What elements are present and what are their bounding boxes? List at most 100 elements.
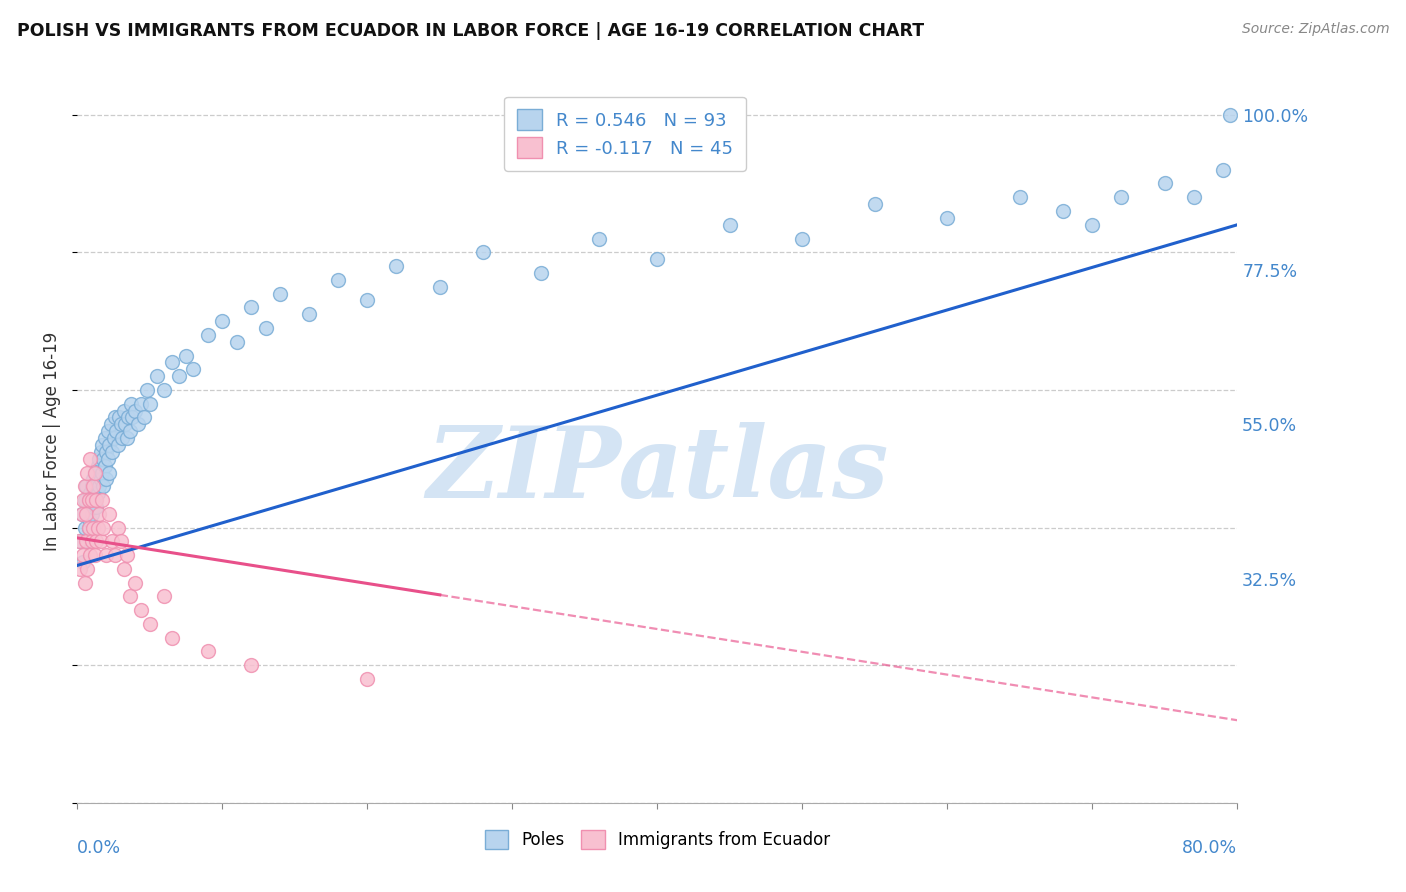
Point [84, 500, 107, 514]
Point [77, 493, 100, 508]
Point [530, 266, 553, 280]
Point [174, 349, 197, 363]
Point [75, 534, 97, 549]
Point [120, 397, 142, 411]
Point [112, 403, 135, 417]
Point [153, 383, 176, 397]
Point [110, 417, 132, 432]
Point [75, 479, 97, 493]
Point [93, 520, 115, 534]
Point [1212, 162, 1234, 177]
Point [91, 438, 114, 452]
Point [83, 466, 105, 480]
Point [254, 321, 277, 335]
Point [129, 397, 152, 411]
Point [73, 520, 96, 534]
Point [70, 507, 93, 521]
Point [83, 466, 105, 480]
Point [69, 562, 91, 576]
Point [139, 397, 162, 411]
Point [1219, 108, 1241, 122]
Point [1052, 204, 1074, 219]
Point [80, 493, 103, 508]
Point [98, 466, 121, 480]
Point [76, 562, 98, 576]
Point [84, 479, 107, 493]
Point [1182, 190, 1205, 204]
Point [863, 197, 886, 211]
Point [240, 658, 263, 673]
Point [90, 534, 111, 549]
Point [104, 410, 127, 425]
Point [87, 451, 110, 466]
Point [87, 479, 110, 493]
Point [936, 211, 959, 225]
Point [67, 534, 90, 549]
Point [103, 431, 125, 445]
Point [72, 493, 94, 508]
Point [77, 520, 100, 534]
Point [115, 431, 138, 445]
Point [79, 548, 101, 562]
Point [80, 507, 103, 521]
Point [115, 548, 138, 562]
Point [129, 603, 152, 617]
Point [80, 479, 103, 493]
Point [84, 493, 107, 508]
Point [117, 410, 139, 425]
Point [104, 548, 127, 562]
Point [90, 472, 111, 486]
Point [101, 445, 124, 459]
Point [93, 479, 115, 493]
Point [91, 493, 114, 508]
Point [91, 466, 114, 480]
Point [84, 534, 107, 549]
Point [328, 273, 350, 287]
Text: ZIPatlas: ZIPatlas [426, 422, 889, 518]
Point [356, 672, 378, 686]
Point [86, 520, 108, 534]
Point [118, 424, 141, 438]
Point [86, 486, 108, 500]
Text: 0.0%: 0.0% [77, 838, 121, 857]
Point [146, 369, 169, 384]
Point [269, 286, 291, 301]
Point [298, 307, 321, 321]
Point [110, 534, 132, 549]
Point [98, 507, 121, 521]
Point [98, 438, 121, 452]
Point [197, 644, 219, 658]
Point [76, 507, 98, 521]
Point [124, 403, 146, 417]
Point [77, 493, 100, 508]
Point [83, 548, 105, 562]
Point [76, 466, 98, 480]
Point [72, 555, 94, 569]
Point [160, 355, 183, 369]
Point [1111, 190, 1133, 204]
Point [97, 424, 120, 438]
Point [1081, 218, 1104, 232]
Point [127, 417, 149, 432]
Point [121, 410, 143, 425]
Point [73, 479, 96, 493]
Point [356, 293, 378, 308]
Point [132, 410, 155, 425]
Point [82, 479, 104, 493]
Point [79, 451, 101, 466]
Point [80, 534, 103, 549]
Y-axis label: In Labor Force | Age 16-19: In Labor Force | Age 16-19 [44, 332, 62, 551]
Point [472, 245, 495, 260]
Point [94, 431, 117, 445]
Point [75, 507, 97, 521]
Point [197, 327, 219, 342]
Point [792, 231, 814, 245]
Point [107, 520, 129, 534]
Point [118, 590, 141, 604]
Point [97, 451, 120, 466]
Point [108, 410, 131, 425]
Point [107, 438, 129, 452]
Point [72, 548, 94, 562]
Point [82, 500, 104, 514]
Point [160, 631, 183, 645]
